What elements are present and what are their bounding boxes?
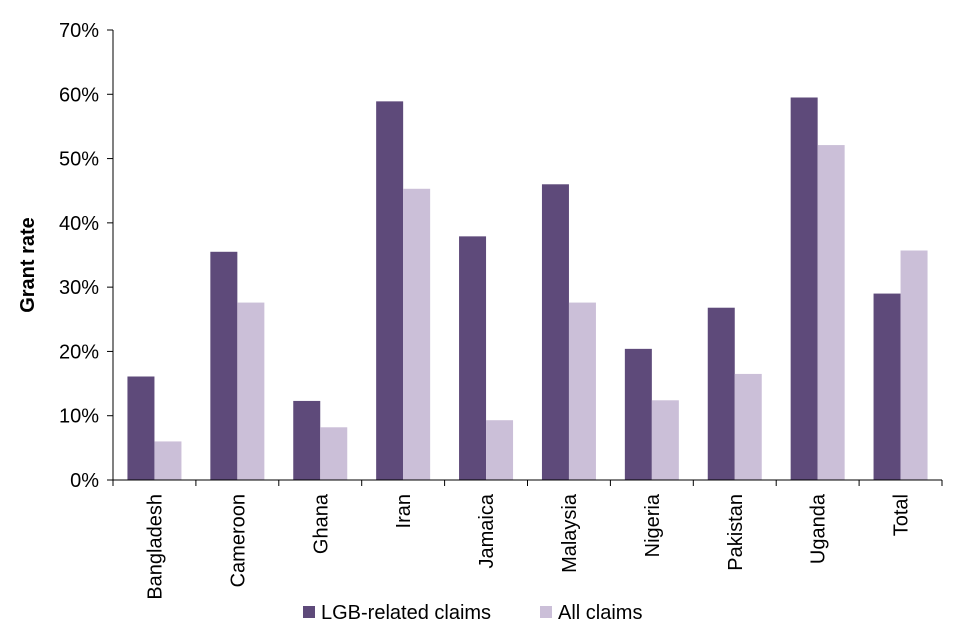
x-tick-label-nigeria: Nigeria bbox=[642, 493, 664, 557]
bar-lgb-malaysia bbox=[541, 184, 569, 481]
bar-lgb-ghana bbox=[293, 400, 321, 480]
x-tick-label-ghana: Ghana bbox=[310, 493, 332, 554]
legend-item-all: All claims bbox=[540, 602, 642, 624]
legend-item-lgb: LGB-related claims bbox=[303, 602, 491, 624]
y-tick-label: 10% bbox=[59, 406, 99, 428]
y-tick-label: 50% bbox=[59, 149, 99, 171]
bars-layer bbox=[127, 97, 928, 481]
x-tick-label-iran: Iran bbox=[393, 494, 415, 528]
bar-lgb-uganda bbox=[790, 97, 818, 480]
bar-all-jamaica bbox=[486, 420, 514, 480]
y-tick-label: 0% bbox=[70, 470, 99, 492]
bar-lgb-nigeria bbox=[624, 348, 652, 480]
legend-swatch bbox=[540, 606, 552, 618]
bar-lgb-bangladesh bbox=[127, 376, 155, 480]
x-tick-label-malaysia: Malaysia bbox=[559, 493, 581, 573]
y-tick-label: 20% bbox=[59, 341, 99, 363]
bar-lgb-iran bbox=[376, 101, 404, 480]
legend-label: LGB-related claims bbox=[321, 602, 491, 624]
x-tick-label-total: Total bbox=[891, 494, 913, 536]
bar-all-uganda bbox=[817, 145, 845, 481]
bar-all-cameroon bbox=[237, 302, 265, 480]
x-tick-label-cameroon: Cameroon bbox=[227, 494, 249, 587]
labels-layer: 0% 10% 20% 30% 40% 50% 60% 70% Bangladesh Cameroo… bbox=[17, 20, 913, 600]
legend: LGB-related claims All claims bbox=[303, 602, 642, 624]
bar-all-ghana bbox=[320, 427, 348, 480]
legend-swatch bbox=[303, 606, 315, 618]
y-tick-label: 60% bbox=[59, 84, 99, 106]
legend-label: All claims bbox=[558, 602, 642, 624]
y-tick-label: 40% bbox=[59, 213, 99, 235]
x-tick-label-jamaica: Jamaica bbox=[476, 493, 498, 568]
y-tick-label: 30% bbox=[59, 277, 99, 299]
y-tick-label: 70% bbox=[59, 20, 99, 42]
bar-lgb-pakistan bbox=[707, 307, 735, 480]
bar-lgb-total bbox=[873, 293, 901, 480]
axes-layer bbox=[107, 29, 943, 486]
bar-all-malaysia bbox=[568, 302, 596, 480]
bar-lgb-jamaica bbox=[459, 236, 487, 480]
bar-all-pakistan bbox=[734, 373, 762, 480]
bar-all-total bbox=[900, 250, 928, 480]
x-tick-label-uganda: Uganda bbox=[808, 493, 830, 564]
bar-all-bangladesh bbox=[154, 441, 182, 480]
bar-lgb-cameroon bbox=[210, 251, 238, 480]
x-tick-label-bangladesh: Bangladesh bbox=[144, 494, 166, 600]
bar-all-nigeria bbox=[651, 400, 679, 480]
bar-all-iran bbox=[403, 188, 431, 481]
x-tick-label-pakistan: Pakistan bbox=[725, 494, 747, 571]
y-axis-title: Grant rate bbox=[17, 217, 39, 313]
